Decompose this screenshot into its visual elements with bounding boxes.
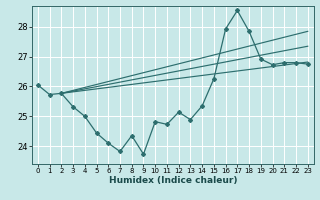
X-axis label: Humidex (Indice chaleur): Humidex (Indice chaleur)	[108, 176, 237, 185]
